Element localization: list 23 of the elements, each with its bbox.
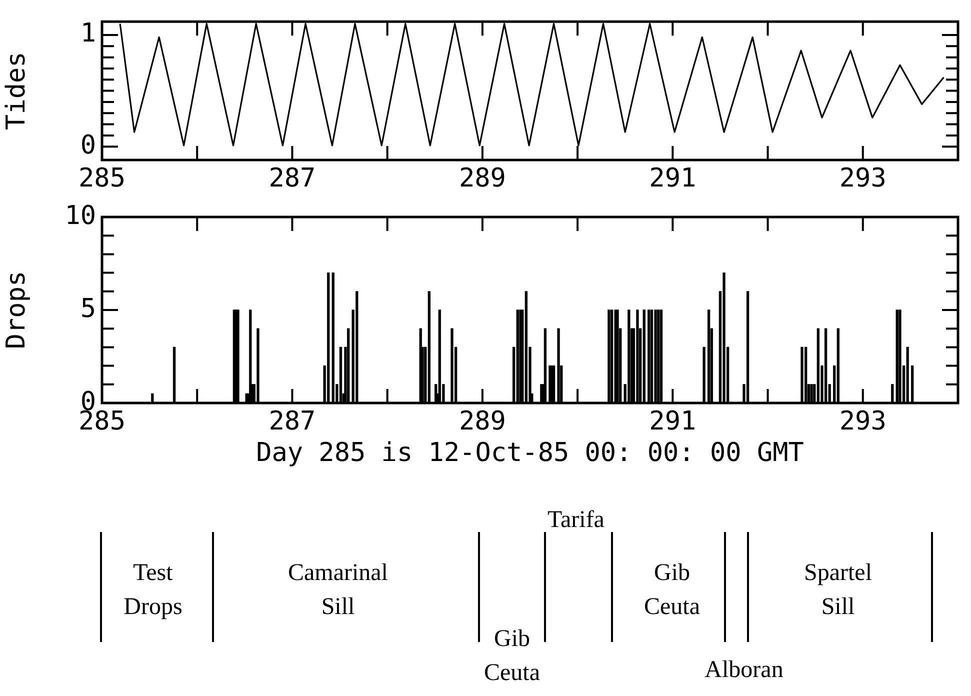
text: Alboran bbox=[704, 656, 784, 685]
y-tick-label: 1 bbox=[80, 18, 96, 49]
y-tick-label: 5 bbox=[80, 294, 96, 324]
y-axis-title: Drops bbox=[1, 270, 32, 350]
text: Spartel Sill bbox=[803, 559, 873, 622]
text: Gib Ceuta bbox=[483, 625, 541, 688]
x-tick-label: 291 bbox=[649, 406, 696, 436]
y-axis-title: Tides bbox=[1, 52, 32, 130]
x-tick-label: 291 bbox=[649, 163, 696, 194]
text: Test Drops bbox=[122, 559, 184, 622]
text: Tarifa bbox=[546, 506, 606, 535]
x-tick-label: 293 bbox=[839, 163, 886, 194]
x-tick-label: 293 bbox=[839, 406, 886, 436]
y-tick-label: 10 bbox=[64, 200, 96, 231]
x-tick-label: 287 bbox=[268, 163, 316, 194]
x-tick-label: 285 bbox=[78, 163, 126, 194]
x-tick-label: 289 bbox=[458, 163, 506, 194]
x-tick-label: 287 bbox=[268, 406, 316, 436]
text: Camarinal Sill bbox=[287, 559, 389, 622]
text: Gib Ceuta bbox=[643, 559, 701, 622]
x-axis-title: Day 285 is 12-Oct-85 00: 00: 00 GMT bbox=[256, 438, 804, 468]
x-tick-label: 289 bbox=[458, 406, 506, 436]
y-tick-label: 0 bbox=[80, 130, 96, 160]
